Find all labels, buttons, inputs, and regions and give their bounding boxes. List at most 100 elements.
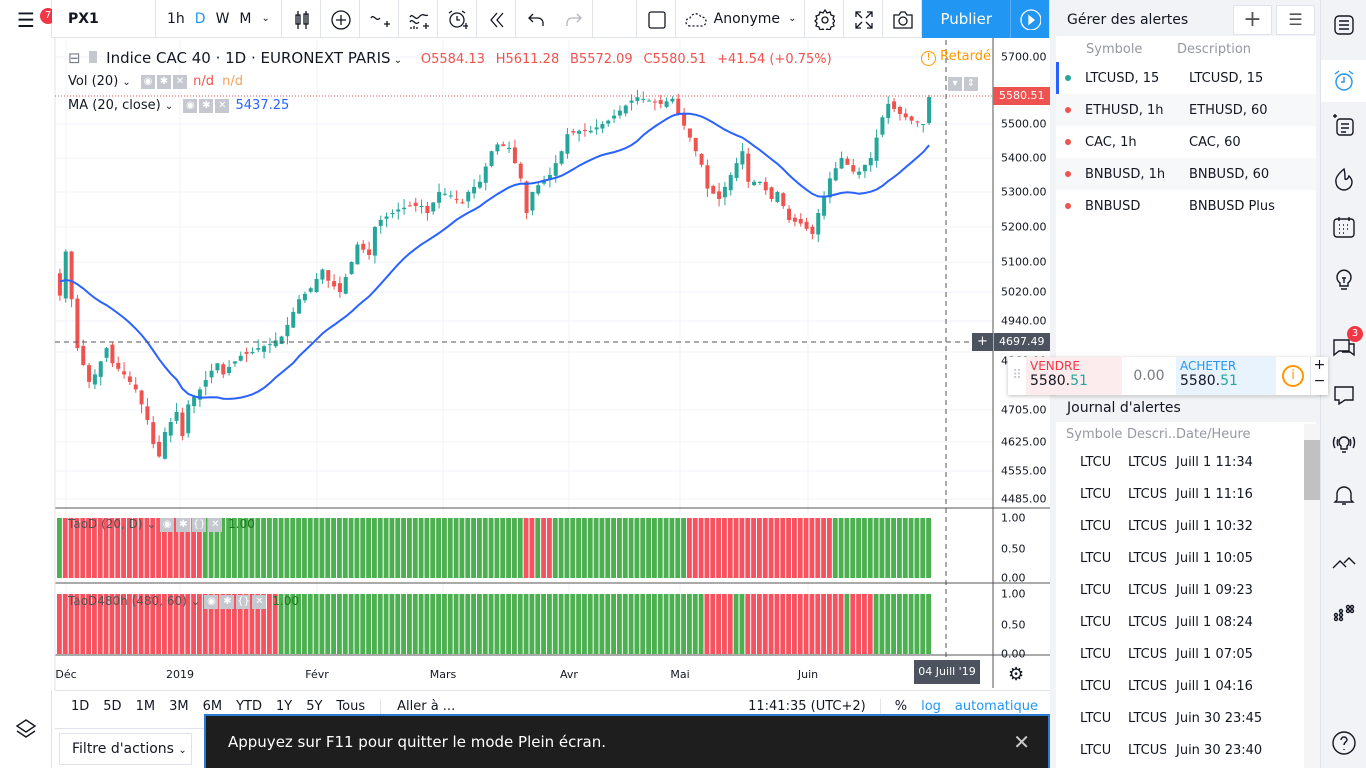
journal-row[interactable]: LTCUSD LTCUSD Juill 1 08:24 — [1056, 606, 1304, 638]
range-5y[interactable]: 5Y — [306, 699, 323, 714]
eye-icon[interactable]: ◉ — [183, 98, 198, 113]
trade-info-button[interactable]: i — [1276, 357, 1310, 395]
buy-button[interactable]: ACHETER 5580.51 — [1176, 357, 1276, 395]
journal-row[interactable]: LTCUSD LTCUSD Juin 30 23:45 — [1056, 702, 1304, 734]
chart-type-button[interactable] — [282, 0, 321, 38]
minus-icon[interactable]: − — [1313, 373, 1326, 389]
journal-row[interactable]: LTCUSD LTCUSD Juill 1 10:05 — [1056, 542, 1304, 574]
log-toggle[interactable]: log — [921, 699, 941, 714]
resolution-m[interactable]: M — [239, 10, 252, 27]
range-ytd[interactable]: YTD — [236, 699, 262, 714]
publish-button[interactable]: Publier — [922, 0, 1011, 38]
alert-row[interactable]: LTCUSD, 15 LTCUSD, 15 — [1056, 62, 1316, 94]
settings-button[interactable] — [805, 0, 845, 38]
resolution-1h[interactable]: 1h — [167, 10, 185, 27]
close-icon[interactable]: ✕ — [252, 594, 267, 609]
eye-icon[interactable]: ◉ — [160, 517, 175, 532]
calendar-button[interactable] — [1329, 212, 1359, 242]
help-button[interactable] — [1329, 728, 1359, 758]
range-3m[interactable]: 3M — [169, 699, 189, 714]
percent-toggle[interactable]: % — [894, 699, 908, 714]
order-panel-button[interactable] — [1329, 548, 1359, 578]
layout-button[interactable] — [635, 0, 676, 38]
source-code-icon[interactable]: {} — [192, 517, 207, 532]
streams-button[interactable] — [1329, 428, 1359, 458]
taod-label[interactable]: TaoD (20, D) — [68, 517, 143, 531]
symbol-search[interactable]: PX1 — [52, 0, 156, 38]
close-icon[interactable]: ✕ — [172, 74, 187, 89]
eye-icon[interactable]: ◉ — [204, 594, 219, 609]
chart-settings-gear-icon[interactable]: ⚙ — [1008, 664, 1025, 685]
compare-button[interactable] — [321, 0, 360, 38]
data-window-button[interactable] — [1329, 110, 1359, 140]
add-alert-button[interactable]: + — [1233, 5, 1272, 35]
alert-row[interactable]: ETHUSD, 1h ETHUSD, 60 — [1056, 94, 1316, 126]
range-6m[interactable]: 6M — [202, 699, 223, 714]
resolution-d[interactable]: D — [194, 10, 206, 27]
journal-scrollbar[interactable] — [1304, 424, 1320, 768]
hotlist-button[interactable] — [1329, 164, 1359, 194]
journal-row[interactable]: LTCUSD LTCUSD Juill 1 11:34 — [1056, 446, 1304, 478]
fullscreen-button[interactable] — [844, 0, 884, 38]
auto-scale-toggle[interactable]: automatique — [954, 699, 1038, 714]
filter-actions-dropdown[interactable]: Filtre d'actions ⌄ — [59, 733, 192, 765]
col-date[interactable]: Date/Heure — [1176, 427, 1251, 442]
journal-row[interactable]: LTCUSD LTCUSD Juill 1 04:16 — [1056, 670, 1304, 702]
range-1d[interactable]: 1D — [71, 699, 90, 714]
gear-icon[interactable]: ✱ — [176, 517, 191, 532]
snapshot-button[interactable] — [883, 0, 923, 38]
col-description[interactable]: Descri... — [1127, 427, 1181, 442]
templates-button[interactable] — [399, 0, 438, 38]
clock[interactable]: 11:41:35 (UTC+2) — [748, 699, 881, 714]
alert-row[interactable]: BNBUSD BNBUSD Plus — [1056, 190, 1316, 222]
maximize-icon[interactable]: ⇕ — [964, 76, 978, 91]
journal-row[interactable]: LTCUSD LTCUSD Juin 30 23:40 — [1056, 734, 1304, 766]
alert-row[interactable]: CAC, 1h CAC, 60 — [1056, 126, 1316, 158]
drag-handle-icon[interactable]: ⠿ — [1012, 368, 1022, 383]
gear-icon[interactable]: ✱ — [220, 594, 235, 609]
delayed-badge[interactable]: ! Retardé — [921, 49, 991, 66]
gear-icon[interactable]: ✱ — [199, 98, 214, 113]
plus-icon[interactable]: + — [1313, 357, 1326, 373]
col-symbol[interactable]: Symbole — [1066, 427, 1123, 442]
redo-button[interactable] — [554, 0, 593, 38]
col-description[interactable]: Description — [1177, 42, 1252, 57]
chats-button[interactable]: 3 — [1329, 326, 1363, 362]
private-chats-button[interactable] — [1329, 380, 1359, 410]
close-icon[interactable]: ✕ — [215, 98, 230, 113]
save-layout-button[interactable]: Anonyme ⌄ — [676, 0, 806, 38]
sell-button[interactable]: VENDRE 5580.51 — [1026, 357, 1122, 395]
range-1m[interactable]: 1M — [135, 699, 156, 714]
quantity-stepper[interactable]: + − — [1310, 357, 1328, 395]
journal-row[interactable]: LTCUSD LTCUSD Juill 1 09:23 — [1056, 574, 1304, 606]
journal-row[interactable]: LTCUSD LTCUSD Juill 1 07:05 — [1056, 638, 1304, 670]
object-tree-button[interactable] — [8, 714, 44, 744]
source-code-icon[interactable]: {} — [236, 594, 251, 609]
journal-row[interactable]: LTCUSD LTCUSD Juill 1 10:32 — [1056, 510, 1304, 542]
resolution-w[interactable]: W — [215, 10, 230, 27]
ideas-button[interactable] — [1329, 264, 1359, 294]
alerts-menu-button[interactable]: ☰ — [1276, 5, 1315, 35]
alert-row[interactable]: BNBUSD, 1h BNBUSD, 60 — [1056, 158, 1316, 190]
indicators-button[interactable] — [360, 0, 399, 38]
volume-label[interactable]: Vol (20) — [68, 74, 119, 89]
price-chart[interactable] — [0, 0, 1050, 690]
replay-button[interactable] — [477, 0, 516, 38]
notifications-button[interactable] — [1329, 480, 1359, 510]
symbol-title[interactable]: Indice CAC 40 · 1D · EURONEXT PARIS — [106, 49, 391, 67]
range-5d[interactable]: 5D — [103, 699, 122, 714]
range-all[interactable]: Tous — [336, 699, 366, 714]
journal-row[interactable]: LTCUSD LTCUSD Juill 1 11:16 — [1056, 478, 1304, 510]
dom-button[interactable] — [1329, 596, 1359, 626]
taod480-label[interactable]: TaoD480h (480, 60) — [68, 594, 187, 608]
close-icon[interactable]: ✕ — [208, 517, 223, 532]
add-alert-plus-icon[interactable]: + — [972, 333, 993, 351]
chevron-down-icon[interactable]: ⌄ — [261, 13, 270, 24]
close-icon[interactable]: ✕ — [1013, 730, 1030, 754]
ma-label[interactable]: MA (20, close) — [68, 98, 161, 113]
scrollbar-thumb[interactable] — [1304, 440, 1320, 500]
collapse-down-icon[interactable]: ▾ — [948, 76, 962, 91]
goto-date-button[interactable]: Aller à ... — [380, 699, 455, 714]
watchlist-button[interactable] — [1329, 10, 1359, 40]
collapse-icon[interactable]: ⊟ — [68, 49, 81, 67]
